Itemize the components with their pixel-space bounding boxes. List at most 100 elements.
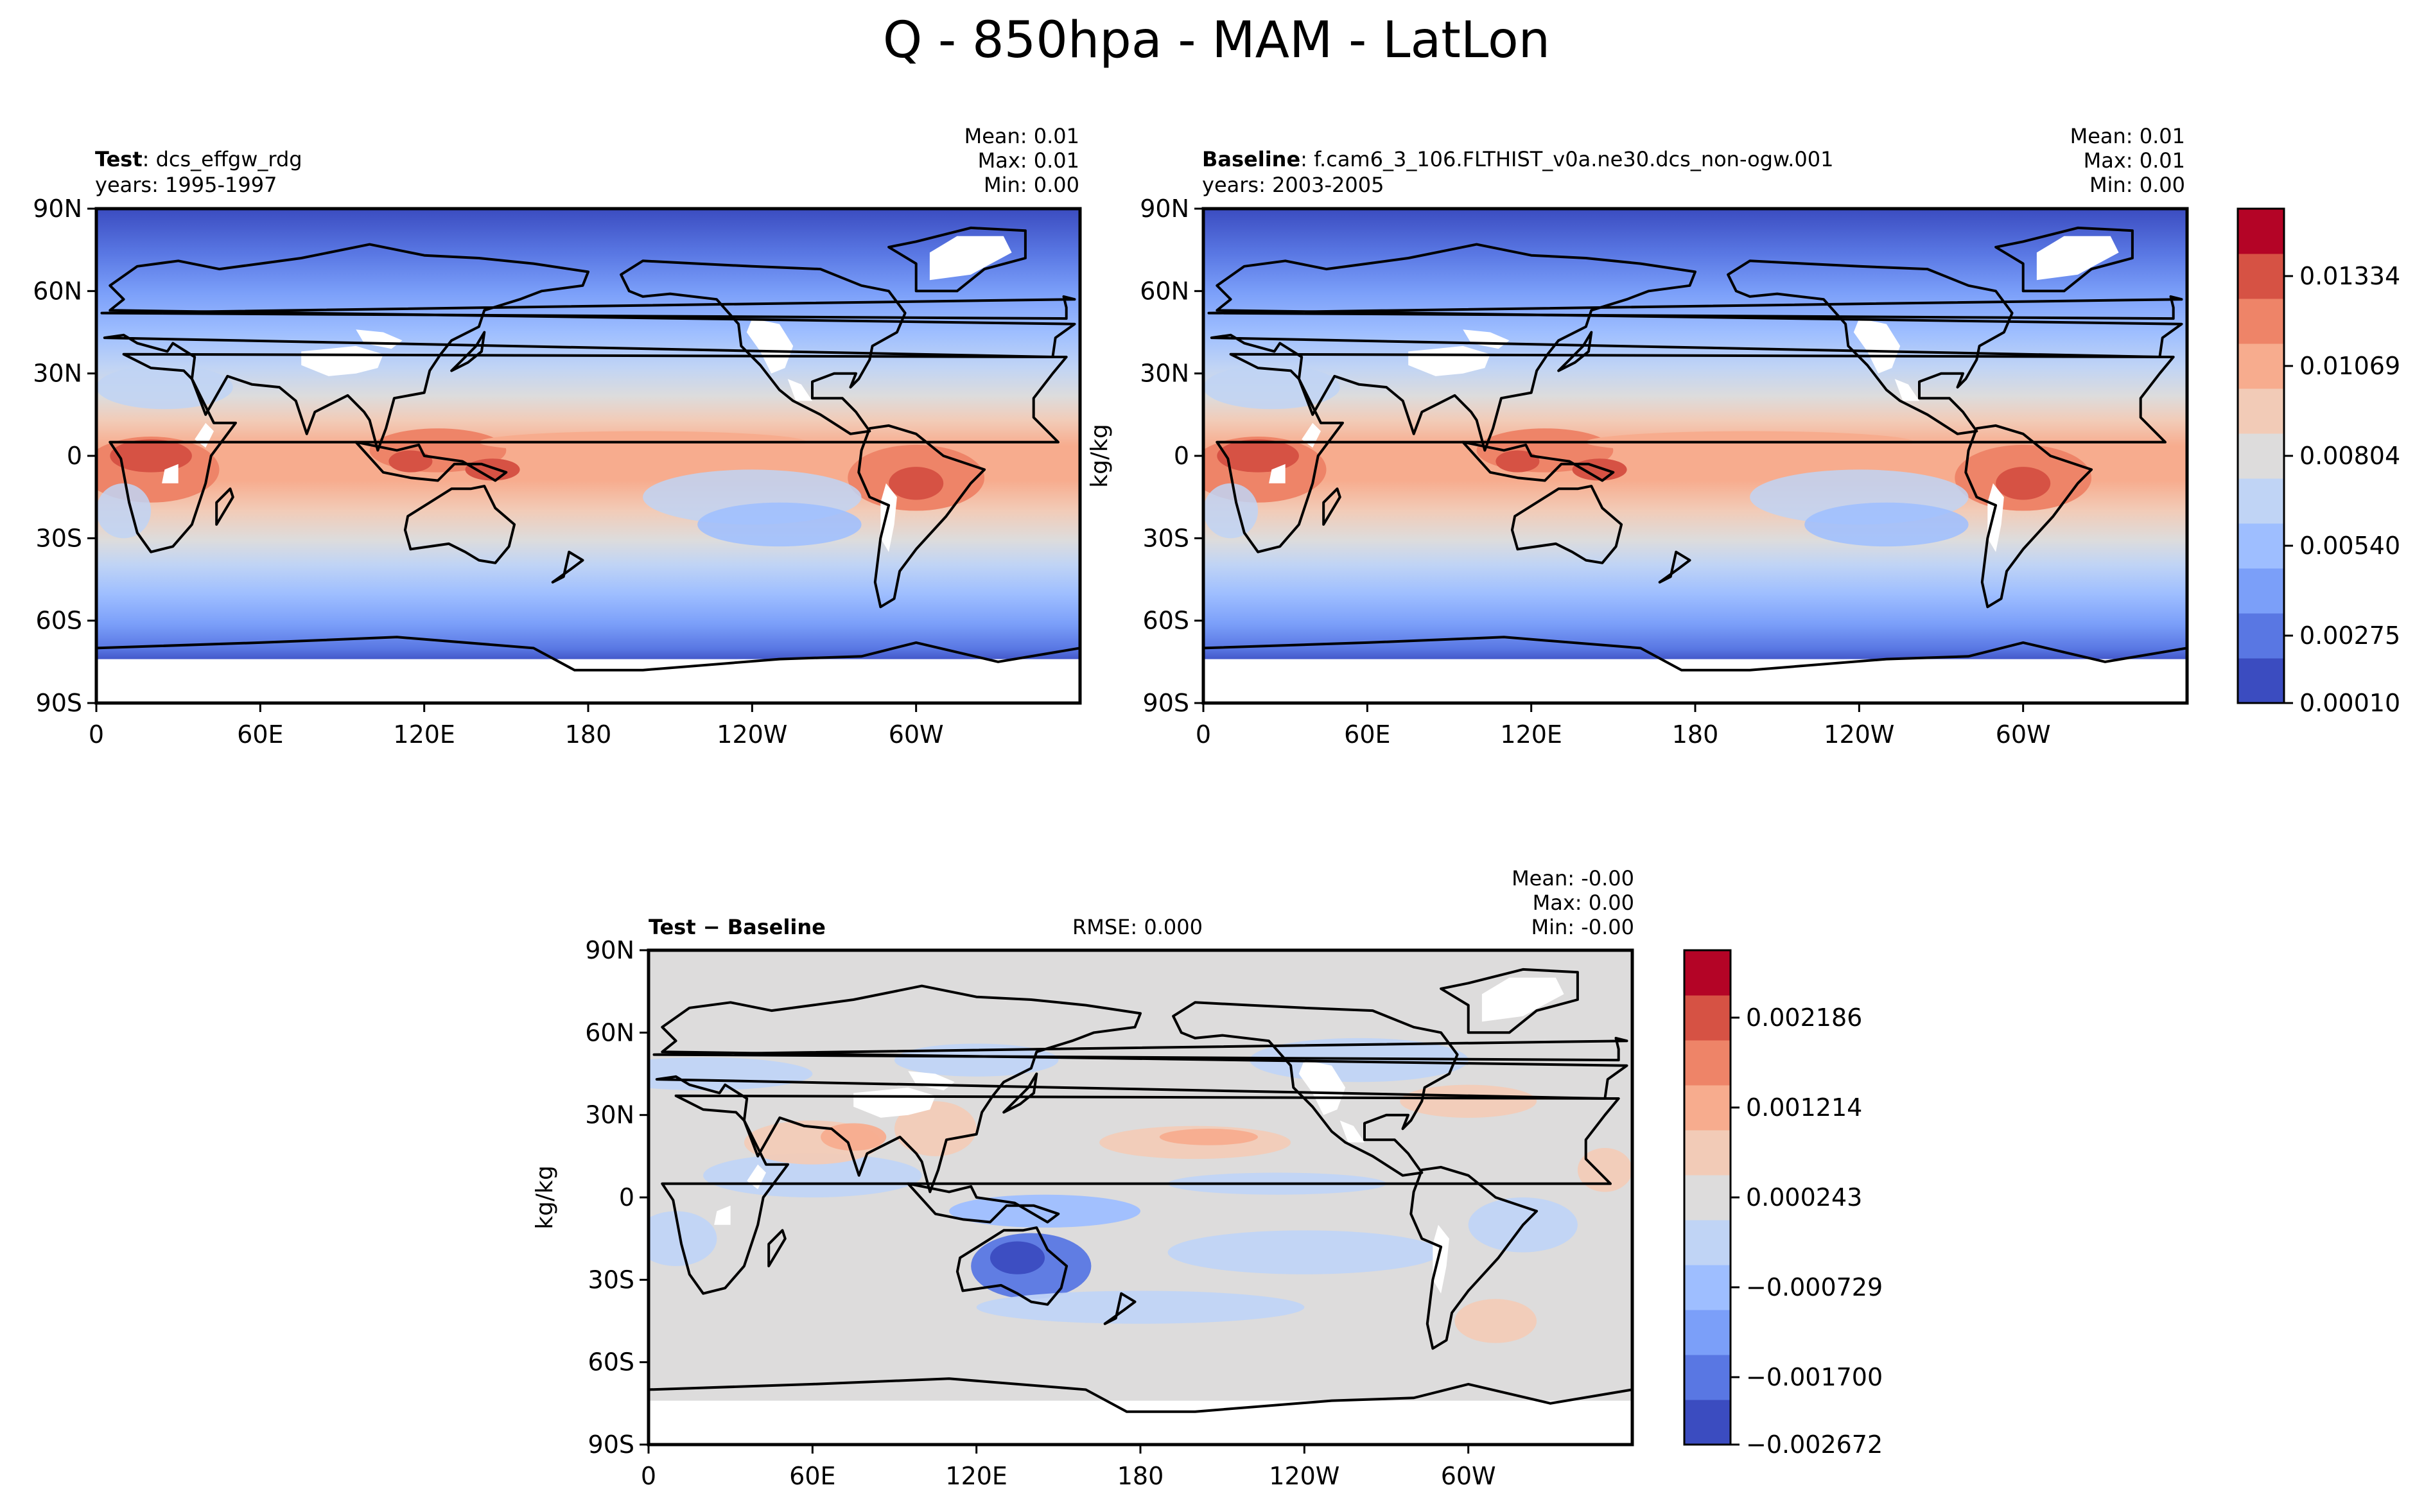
test-map-xtick-label: 0 — [89, 720, 104, 749]
diff-map-coast-africa — [661, 1094, 1620, 1295]
baseline-map-coast-nz — [1658, 550, 1691, 584]
diff-map-xtick-label: 120W — [1269, 1462, 1339, 1490]
test-map-moist-core — [889, 467, 944, 500]
test-map-mask-rockies — [746, 318, 794, 374]
diff-map-xtick-label: 180 — [1117, 1462, 1164, 1490]
diff-map-xtick-label: 60W — [1441, 1462, 1496, 1490]
diff-colorbar: 0.002186 0.001214 0.000243 −0.000729 −0.0017… — [1683, 949, 1883, 1459]
baseline-colorbar-level — [2238, 568, 2284, 614]
test-map-ytick-label: 30N — [33, 360, 82, 388]
baseline-colorbar-level — [2238, 388, 2284, 434]
test-map-dry-region — [697, 502, 862, 547]
diff-anomaly — [976, 1290, 1305, 1324]
baseline-map-moist-core — [1572, 458, 1627, 481]
baseline-map-coast-japan — [1557, 331, 1593, 372]
baseline-map-coast-greenland — [1994, 226, 2134, 293]
diff-colorbar-tick-label: 0.002186 — [1746, 1004, 1862, 1032]
test-label-case: : dcs_effgw_rdg — [142, 147, 302, 171]
baseline-map-coast-indonesia — [1461, 440, 1615, 482]
test-map-contents — [96, 209, 1080, 703]
baseline-map-coast-antarctica — [1203, 636, 2187, 672]
baseline-max: Max: 0.01 — [2083, 148, 2185, 173]
figure-title: Q - 850hpa - MAM - LatLon — [882, 12, 1551, 69]
baseline-years: years: 2003-2005 — [1202, 173, 1384, 197]
diff-label: Test − Baseline — [649, 917, 826, 937]
diff-colorbar-level — [1684, 1265, 1731, 1310]
test-map-coast-namerica — [620, 259, 907, 435]
baseline-map-moist-core — [1217, 439, 1299, 473]
baseline-map: 0 60E 120E 180 120W 60W 90N 60N 30N 0 30S 60S 90S kg/… — [1086, 195, 2189, 749]
test-map-dry-region — [96, 483, 152, 539]
diff-max: Max: 0.00 — [1532, 891, 1634, 915]
baseline-colorbar-level — [2238, 433, 2284, 479]
diff-map-coast-uk — [652, 1036, 1628, 1062]
test-map-moist-core — [465, 458, 520, 481]
diff-colorbar-level — [1684, 950, 1731, 996]
test-map-xtick-label: 120W — [717, 720, 787, 749]
diff-map-xtick-label: 0 — [641, 1462, 656, 1490]
test-map-mask-greenland_m — [929, 236, 1012, 281]
diff-map-coast-namerica — [1172, 1001, 1459, 1177]
diff-map-coast-samerica — [1409, 1165, 1539, 1350]
test-max: Max: 0.01 — [977, 148, 1079, 173]
test-map-mask-andes — [880, 483, 897, 552]
test-map-coast-africa — [109, 352, 1068, 553]
baseline-map-ytick-label: 30N — [1140, 360, 1189, 388]
diff-map: 0 60E 120E 180 120W 60W 90N 60N 30N 0 30S 60S 90S kg/… — [532, 936, 1634, 1490]
baseline-label-case: : f.cam6_3_106.FLTHIST_v0a.ne30.dcs_non-… — [1300, 147, 1834, 171]
diff-anomaly — [894, 1101, 977, 1156]
diff-anomaly — [1577, 1148, 1632, 1192]
diff-map-coast-eurasia — [655, 984, 1628, 1194]
baseline-map-mask-antarctica_m — [1203, 659, 2187, 703]
diff-map-mask-antarctica_m — [649, 1400, 1632, 1445]
test-map-mask-antarctica_m — [96, 659, 1080, 703]
baseline-colorbar-level — [2238, 478, 2284, 524]
baseline-map-mask-africa_s — [1269, 464, 1286, 483]
baseline-colorbar: 0.01334 0.01069 0.00804 0.00540 0.00275 0.000… — [2237, 207, 2400, 717]
baseline-colorbar-level — [2238, 343, 2284, 389]
test-map-coast-indonesia — [354, 440, 508, 482]
baseline-colorbar-tick-label: 0.01334 — [2299, 262, 2400, 290]
diff-map-coast-antarctica — [649, 1377, 1632, 1413]
diff-map-contents — [649, 950, 1632, 1445]
test-map-coast-madagascar — [215, 487, 234, 526]
diff-anomaly — [990, 1241, 1045, 1274]
test-mean: Mean: 0.01 — [964, 124, 1079, 148]
baseline-colorbar-level — [2238, 254, 2284, 299]
diff-anomaly — [1400, 1084, 1537, 1118]
diff-colorbar-level — [1684, 1310, 1731, 1355]
baseline-map-ylabel: kg/kg — [1086, 424, 1113, 488]
baseline-map-coast-australia — [1510, 485, 1623, 564]
test-map-mask-africa_s — [162, 464, 179, 483]
diff-anomaly — [649, 1211, 717, 1266]
test-map-coast-nz — [551, 550, 584, 584]
diff-colorbar-tick-label: 0.001214 — [1746, 1093, 1862, 1122]
baseline-map-coast-namerica — [1727, 259, 2014, 435]
diff-min: Min: -0.00 — [1531, 915, 1634, 939]
baseline-map-moist-core — [1496, 450, 1540, 473]
diff-map-xtick-label: 60E — [789, 1462, 835, 1490]
baseline-colorbar-tick-label: 0.01069 — [2299, 352, 2400, 380]
diff-map-ytick-label: 90N — [585, 936, 634, 964]
test-map-xtick-label: 60E — [237, 720, 283, 749]
diff-map-coast-greenland — [1440, 968, 1579, 1034]
diff-colorbar-level — [1684, 1400, 1731, 1445]
test-map-coast-greenland — [887, 226, 1027, 293]
baseline-map-moist-core — [1996, 467, 2051, 500]
test-map-ytick-label: 60N — [33, 277, 82, 305]
test-map-ytick-label: 30S — [36, 524, 82, 552]
test-map-xtick-label: 120E — [393, 720, 455, 749]
baseline-map-xtick-label: 120W — [1824, 720, 1894, 749]
diff-map-ytick-label: 90S — [588, 1430, 634, 1459]
diff-map-ylabel: kg/kg — [532, 1165, 558, 1230]
baseline-map-dry-region — [1203, 483, 1259, 539]
baseline-label-bold: Baseline — [1202, 147, 1301, 171]
diff-map-xtick-label: 120E — [945, 1462, 1007, 1490]
baseline-map-ytick-label: 30S — [1143, 524, 1189, 552]
diff-colorbar-tick-label: −0.001700 — [1746, 1363, 1883, 1391]
baseline-colorbar-level — [2238, 209, 2284, 254]
test-map-xtick-label: 180 — [565, 720, 612, 749]
diff-map-ytick-label: 60N — [585, 1018, 634, 1047]
diff-map-coast-indonesia — [907, 1182, 1060, 1224]
